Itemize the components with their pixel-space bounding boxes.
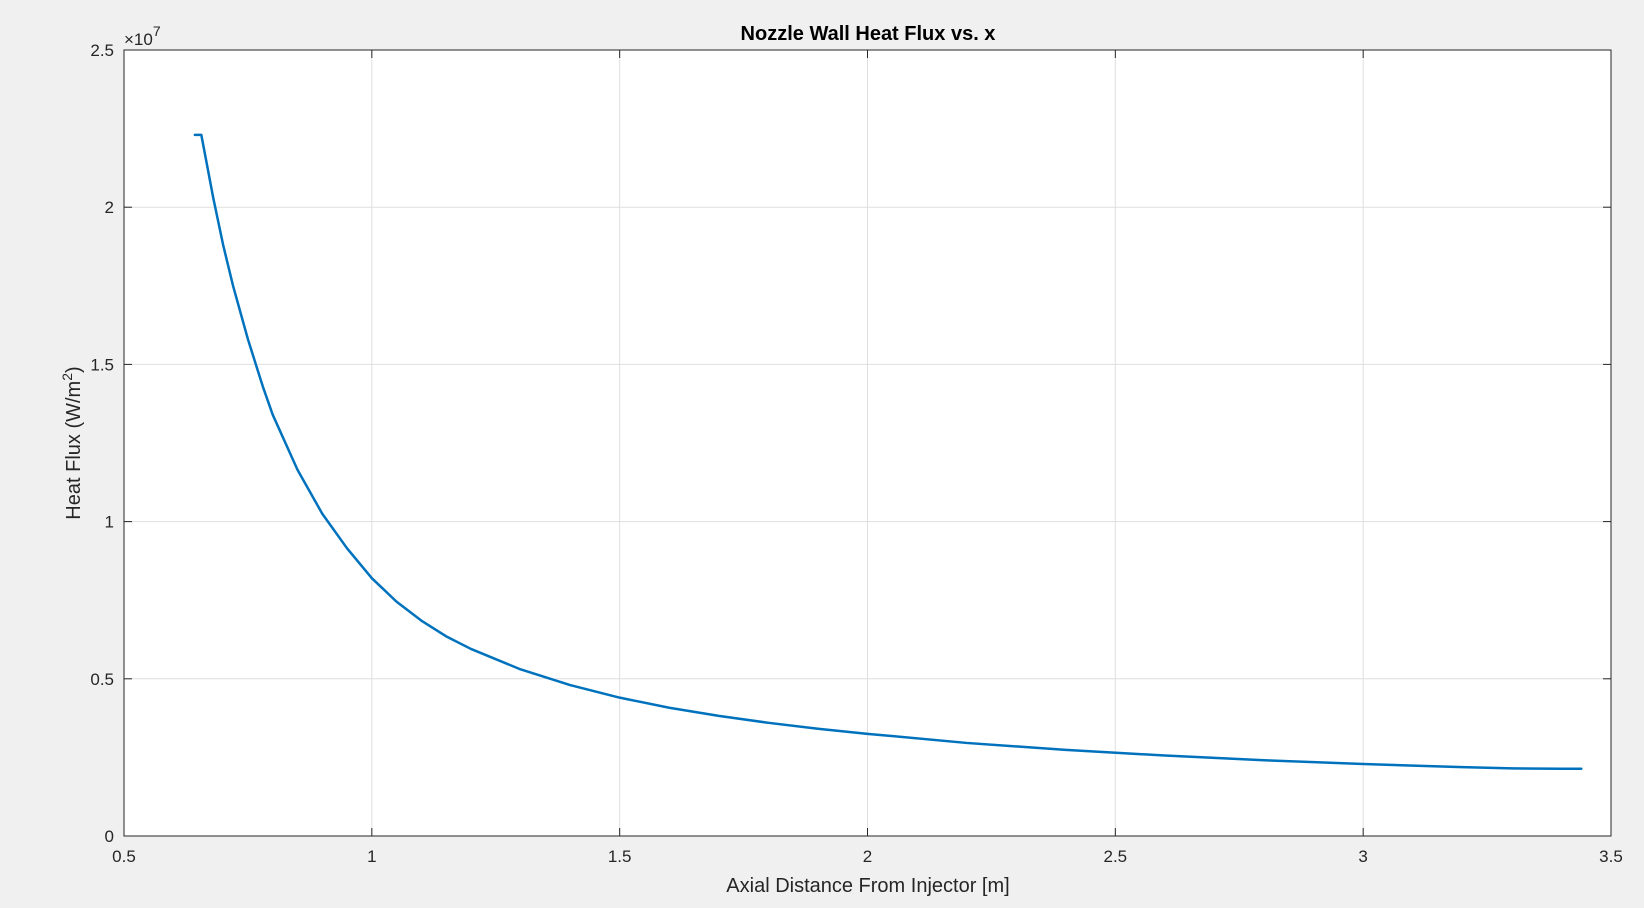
y-tick-label: 2.5 (90, 41, 114, 60)
x-tick-label: 1 (367, 847, 376, 866)
y-axis-label-superscript: 2 (59, 373, 75, 381)
y-axis-label-close: ) (63, 366, 85, 373)
x-tick-label: 0.5 (112, 847, 136, 866)
tick-marks (123, 49, 1612, 837)
heat-flux-series-line (193, 133, 1583, 770)
y-axis-label: Heat Flux (W/m2) (59, 366, 85, 519)
y-exponent-power: 7 (153, 23, 161, 39)
grid-lines (124, 50, 1611, 836)
y-exponent-label: ×107 (124, 23, 161, 49)
y-tick-label: 2 (105, 198, 114, 217)
y-tick-label: 0 (105, 827, 114, 846)
y-tick-label: 1 (105, 513, 114, 532)
y-tick-label: 0.5 (90, 670, 114, 689)
x-tick-label: 2 (863, 847, 872, 866)
series-group (193, 133, 1583, 770)
x-tick-label: 3 (1358, 847, 1367, 866)
chart-title: Nozzle Wall Heat Flux vs. x (741, 23, 996, 45)
x-axis-label: Axial Distance From Injector [m] (726, 875, 1009, 897)
y-tick-label: 1.5 (90, 355, 114, 374)
y-axis-label-main: Heat Flux (W/m (63, 381, 85, 520)
x-tick-label: 3.5 (1599, 847, 1623, 866)
y-exponent-base: ×10 (124, 30, 153, 49)
y-tick-labels: 0 0.5 1 1.5 2 2.5 (90, 41, 114, 846)
x-tick-labels: 0.5 1 1.5 2 2.5 3 3.5 (112, 847, 1623, 866)
x-tick-label: 1.5 (608, 847, 632, 866)
x-tick-label: 2.5 (1104, 847, 1128, 866)
